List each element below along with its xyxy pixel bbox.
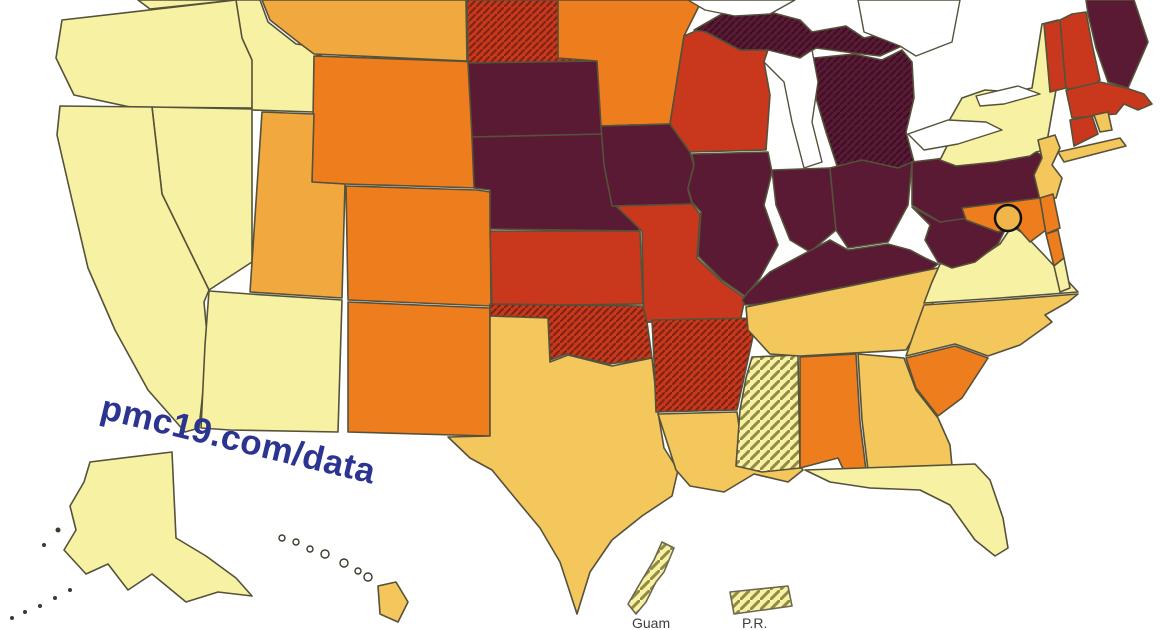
state-florida — [804, 463, 1009, 557]
state-alaska — [63, 451, 253, 603]
hawaii-islands — [278, 534, 409, 623]
state-south-carolina — [905, 345, 989, 417]
lake-ontario — [975, 85, 1041, 107]
state-connecticut — [1069, 115, 1099, 147]
state-illinois — [687, 151, 779, 297]
state-new-jersey — [1033, 134, 1063, 201]
state-utah — [249, 111, 346, 299]
state-ohio — [829, 159, 913, 249]
state-massachusetts — [1065, 81, 1153, 119]
region-new-york-city-long-island — [1057, 137, 1127, 163]
state-maine — [1085, 0, 1149, 89]
aleutian-islands — [10, 527, 72, 620]
pr-label: P.R. — [742, 615, 767, 630]
state-south-dakota — [467, 60, 609, 138]
state-north-carolina — [905, 293, 1079, 357]
state-virginia-eastern-shore — [1053, 257, 1071, 293]
state-arizona — [200, 290, 343, 433]
state-delaware — [1039, 193, 1061, 235]
territory-puerto-rico-shape — [729, 585, 793, 615]
state-mississippi — [735, 354, 801, 473]
territory-guam-shape — [627, 541, 675, 615]
state-rhode-island — [1093, 111, 1113, 133]
guam-label: Guam — [632, 615, 670, 630]
state-georgia — [857, 353, 953, 471]
state-montana — [261, 0, 468, 62]
state-kansas — [489, 230, 644, 307]
state-oregon — [55, 0, 255, 109]
lake-huron — [857, 0, 961, 57]
state-hawaii-big-island — [377, 581, 409, 623]
lake-superior — [687, 0, 796, 17]
state-arkansas — [651, 317, 758, 413]
state-texas — [447, 315, 679, 615]
state-new-mexico — [347, 301, 491, 437]
state-indiana — [771, 167, 837, 253]
dc-marker-circle — [993, 203, 1023, 233]
state-california — [56, 105, 210, 433]
state-michigan — [813, 49, 915, 176]
state-colorado — [345, 185, 492, 307]
state-alabama — [799, 353, 867, 476]
state-wyoming — [311, 55, 481, 189]
lake-erie — [907, 119, 1003, 151]
lake-michigan — [763, 49, 823, 169]
